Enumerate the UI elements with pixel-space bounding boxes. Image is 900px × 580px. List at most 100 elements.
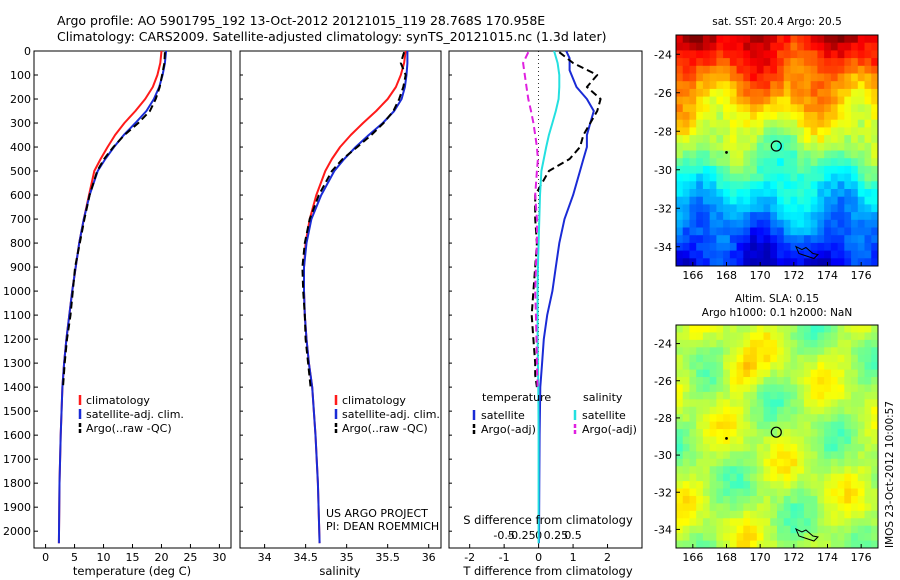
map-cell: [871, 258, 878, 266]
map-cell: [736, 518, 744, 527]
map-cell: [817, 325, 825, 334]
map-cell: [676, 429, 684, 438]
map-cell: [723, 50, 731, 59]
map-cell: [689, 533, 697, 542]
map-cell: [729, 258, 738, 266]
map-cell: [864, 235, 872, 244]
map-cell: [702, 81, 711, 90]
map-cell: [837, 73, 845, 82]
map-cell: [790, 42, 798, 51]
y-tick-label: 1400: [3, 381, 31, 394]
map-cell: [729, 165, 738, 175]
map-cell: [770, 436, 778, 445]
map-cell: [810, 525, 818, 534]
difference-panel: -2 -1 0 1 2-0.5-0.25 0 0.250.5 S difference fr…: [448, 50, 643, 578]
map-cell: [689, 65, 697, 75]
map-cell: [844, 466, 852, 475]
map-cell: [864, 354, 872, 363]
map-cell: [844, 189, 852, 198]
map-cell: [702, 165, 711, 175]
map-x-tick-label: 166: [682, 269, 703, 282]
map-cell: [709, 142, 717, 152]
map-cell: [736, 189, 744, 198]
map-cell: [830, 473, 839, 482]
map-cell: [864, 35, 872, 44]
map-cell: [844, 429, 852, 438]
map-cell: [837, 540, 845, 548]
map-cell: [770, 150, 778, 159]
map-cell: [743, 488, 751, 497]
map-cell: [864, 443, 872, 452]
y-tick-label: 1100: [3, 309, 31, 322]
map-cell: [783, 518, 792, 527]
map-cell: [682, 503, 691, 512]
map-cell: [803, 135, 812, 144]
map-cell: [837, 189, 845, 198]
map-cell: [770, 429, 778, 438]
map-cell: [716, 325, 724, 334]
map-cell: [696, 212, 704, 221]
map-cell: [729, 414, 738, 423]
map-cell: [702, 104, 711, 113]
map-cell: [763, 181, 771, 190]
map-cell: [824, 127, 832, 136]
map-cell: [851, 443, 859, 452]
map-cell: [750, 362, 758, 371]
map-cell: [797, 488, 805, 497]
map-cell: [790, 429, 798, 438]
map-cell: [716, 377, 724, 386]
map-cell: [709, 332, 717, 341]
map-cell: [783, 510, 792, 519]
y-tick-label: 400: [10, 141, 31, 154]
map-cell: [723, 384, 731, 393]
map-cell: [797, 495, 805, 504]
map-cell: [851, 204, 859, 213]
map-cell: [702, 96, 711, 105]
map-cell: [736, 96, 744, 105]
map-cell: [763, 135, 771, 144]
coastline-outline: [794, 527, 819, 542]
map-cell: [844, 458, 852, 467]
map-cell: [777, 488, 785, 497]
map-cell: [810, 235, 818, 244]
map-cell: [864, 339, 872, 348]
map-cell: [844, 119, 852, 128]
map-cell: [777, 73, 785, 82]
map-cell: [716, 406, 724, 415]
map-cell: [756, 81, 765, 90]
map-cell: [857, 165, 866, 175]
map-cell: [702, 362, 711, 371]
map-cell: [709, 88, 717, 98]
map-cell: [851, 510, 859, 519]
map-cell: [830, 384, 839, 393]
map-cell: [743, 158, 751, 167]
map-cell: [729, 325, 738, 334]
map-cell: [837, 451, 845, 460]
map-cell: [783, 391, 792, 400]
map-cell: [797, 406, 805, 415]
map-cell: [729, 219, 738, 229]
map-cell: [763, 399, 771, 408]
map-cell: [709, 42, 717, 51]
map-cell: [810, 384, 818, 393]
map-cell: [824, 481, 832, 490]
map-cell: [676, 142, 684, 152]
map-cell: [857, 414, 866, 423]
map-cell: [824, 189, 832, 198]
map-cell: [817, 189, 825, 198]
map-cell: [817, 96, 825, 105]
map-cell: [817, 369, 825, 378]
map-cell: [709, 127, 717, 136]
map-cell: [837, 258, 845, 266]
map-cell: [743, 35, 751, 44]
map-cell: [783, 503, 792, 512]
map-cell: [844, 510, 852, 519]
credit-line1: US ARGO PROJECT: [326, 507, 428, 520]
map-cell: [790, 399, 798, 408]
map-cell: [763, 204, 771, 213]
map-cell: [803, 196, 812, 205]
map-cell: [851, 73, 859, 82]
map-cell: [824, 88, 832, 98]
map-cell: [716, 250, 724, 259]
map-cell: [790, 369, 798, 378]
